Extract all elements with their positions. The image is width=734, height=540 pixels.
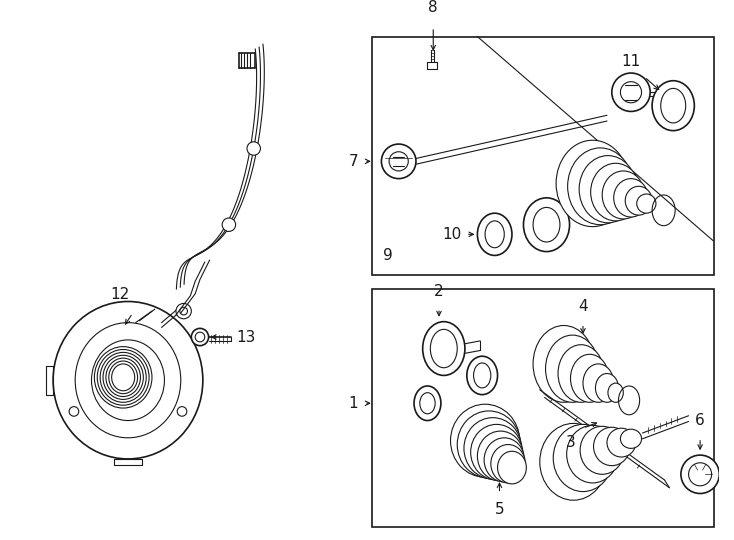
Ellipse shape <box>614 179 648 217</box>
Ellipse shape <box>176 303 192 319</box>
Ellipse shape <box>637 194 656 213</box>
Ellipse shape <box>583 364 614 402</box>
Text: 1: 1 <box>349 396 358 411</box>
Text: 4: 4 <box>578 299 588 314</box>
Ellipse shape <box>192 328 208 346</box>
Ellipse shape <box>579 156 637 223</box>
Text: 8: 8 <box>429 1 438 16</box>
Ellipse shape <box>539 423 607 500</box>
Ellipse shape <box>247 142 261 155</box>
Text: 5: 5 <box>495 502 504 517</box>
Text: 11: 11 <box>622 54 641 69</box>
Ellipse shape <box>222 218 236 232</box>
Bar <box>372 289 713 527</box>
Ellipse shape <box>570 354 609 402</box>
Ellipse shape <box>467 356 498 395</box>
Ellipse shape <box>523 198 570 252</box>
Ellipse shape <box>382 144 416 179</box>
Text: 12: 12 <box>111 287 130 301</box>
Ellipse shape <box>53 301 203 459</box>
Ellipse shape <box>498 451 526 484</box>
Ellipse shape <box>625 186 652 215</box>
Ellipse shape <box>567 426 619 483</box>
Text: 7: 7 <box>349 154 358 169</box>
Ellipse shape <box>567 148 633 225</box>
Ellipse shape <box>470 424 523 480</box>
Text: 10: 10 <box>442 227 461 242</box>
Ellipse shape <box>652 80 694 131</box>
Ellipse shape <box>611 73 650 111</box>
Text: 6: 6 <box>695 413 705 428</box>
Ellipse shape <box>414 386 441 421</box>
Ellipse shape <box>681 455 719 494</box>
Ellipse shape <box>477 431 523 481</box>
Ellipse shape <box>558 345 604 402</box>
Ellipse shape <box>591 163 641 221</box>
Ellipse shape <box>545 335 599 402</box>
Text: 3: 3 <box>566 435 575 450</box>
Ellipse shape <box>580 426 624 474</box>
Ellipse shape <box>484 438 524 482</box>
Ellipse shape <box>602 171 644 219</box>
Ellipse shape <box>620 429 642 448</box>
Text: 2: 2 <box>435 284 444 299</box>
Text: 9: 9 <box>383 248 393 263</box>
Ellipse shape <box>423 322 465 375</box>
Ellipse shape <box>477 213 512 255</box>
Ellipse shape <box>451 404 520 477</box>
Text: 13: 13 <box>236 329 256 345</box>
Ellipse shape <box>533 326 595 402</box>
Bar <box>372 37 713 275</box>
Ellipse shape <box>553 424 613 491</box>
Ellipse shape <box>607 428 636 457</box>
Ellipse shape <box>556 140 629 227</box>
Ellipse shape <box>491 444 526 483</box>
Ellipse shape <box>608 383 623 402</box>
Ellipse shape <box>594 427 630 465</box>
Ellipse shape <box>595 374 619 402</box>
Ellipse shape <box>457 411 520 478</box>
Ellipse shape <box>464 417 522 479</box>
